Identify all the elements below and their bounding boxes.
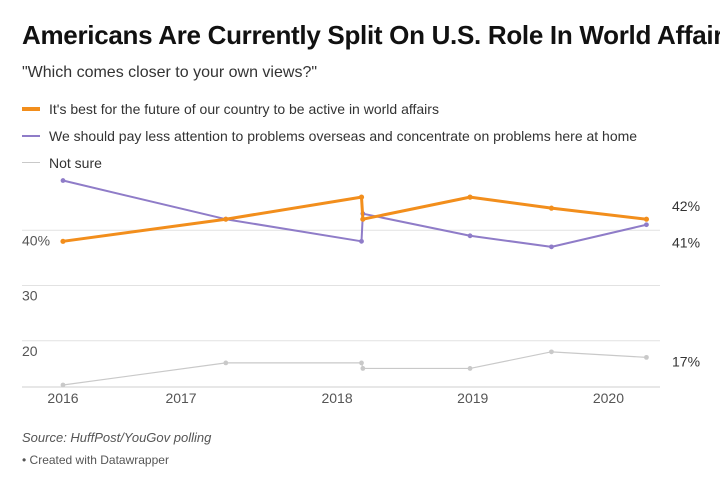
series-0-point-4 <box>467 194 473 200</box>
series-line-1 <box>62 179 647 248</box>
series-layer <box>60 178 650 388</box>
end-label-2: 17% <box>672 353 700 369</box>
y-tick-label-1: 30 <box>22 288 38 304</box>
series-1-point-5 <box>549 244 554 250</box>
series-2-point-4 <box>467 366 473 371</box>
series-2-point-5 <box>549 349 554 355</box>
series-2-point-0 <box>60 382 66 388</box>
series-line-0 <box>62 195 647 243</box>
grid-layer: 40% 30 20 2016 2017 2018 2019 2020 <box>22 229 660 406</box>
series-0-point-6 <box>643 216 650 222</box>
series-0-point-0 <box>60 238 66 244</box>
source-note: Source: HuffPost/YouGov polling <box>22 430 212 445</box>
series-2-point-3 <box>360 366 366 371</box>
series-1-point-6 <box>644 222 649 228</box>
legend-item-active: It's best for the future of our country … <box>22 95 637 122</box>
legend: It's best for the future of our country … <box>22 95 637 176</box>
label-layer: 42% 41% 17% <box>672 198 700 369</box>
legend-item-not-sure: Not sure <box>22 149 637 176</box>
x-tick-label-0: 2016 <box>47 390 78 406</box>
series-0-point-1 <box>223 216 229 222</box>
legend-label-active: It's best for the future of our country … <box>49 100 439 117</box>
chart-subtitle: "Which comes closer to your own views?" <box>22 64 318 81</box>
legend-swatch-not-sure <box>22 162 40 163</box>
credit-note: • Created with Datawrapper <box>22 453 169 467</box>
series-1-point-0 <box>60 178 66 183</box>
series-0-point-2 <box>358 194 365 200</box>
x-tick-label-1: 2017 <box>165 390 196 406</box>
end-label-0: 42% <box>672 198 700 214</box>
chart-title: Americans Are Currently Split On U.S. Ro… <box>22 20 720 50</box>
series-line-2 <box>62 351 647 386</box>
y-tick-label-0: 40% <box>22 232 50 248</box>
legend-swatch-active <box>22 106 40 111</box>
x-tick-label-2: 2018 <box>321 390 352 406</box>
series-2-point-1 <box>223 360 229 366</box>
series-1-point-4 <box>467 233 473 239</box>
legend-label-not-sure: Not sure <box>49 154 102 171</box>
x-tick-label-4: 2020 <box>593 390 624 406</box>
end-label-1: 41% <box>672 235 700 251</box>
series-1-point-2 <box>359 238 364 244</box>
series-2-point-6 <box>644 354 649 360</box>
x-tick-label-3: 2019 <box>457 390 488 406</box>
series-0-point-5 <box>548 205 555 211</box>
legend-label-less-attention: We should pay less attention to problems… <box>49 127 638 144</box>
legend-item-less-attention: We should pay less attention to problems… <box>22 122 637 149</box>
y-tick-label-2: 20 <box>22 343 38 359</box>
legend-swatch-less-attention <box>22 134 40 137</box>
series-2-point-2 <box>359 360 364 366</box>
series-0-point-3 <box>360 216 366 222</box>
